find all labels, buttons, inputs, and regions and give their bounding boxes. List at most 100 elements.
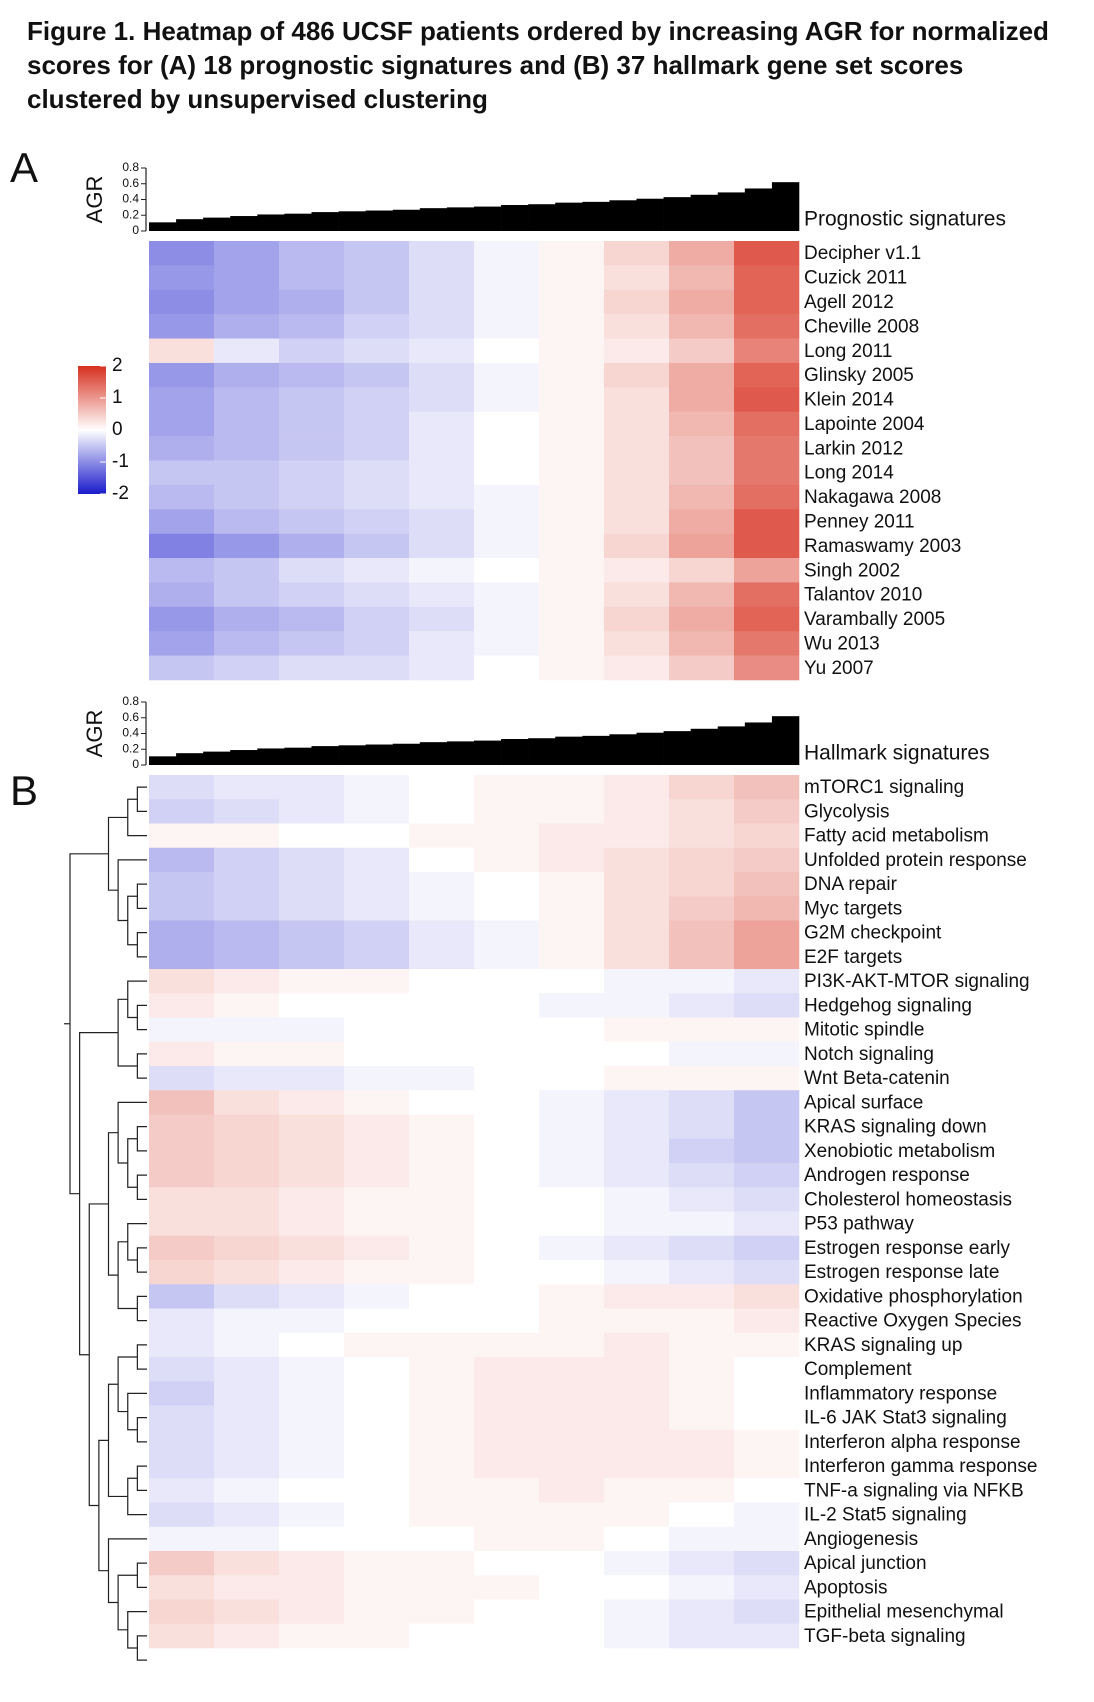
row-label: Interferon alpha response — [804, 1432, 1021, 1453]
heat-cell — [539, 799, 605, 824]
agr-bar — [528, 204, 556, 231]
heat-cell — [344, 1623, 410, 1649]
heat-cell — [149, 1308, 215, 1334]
heat-cell — [279, 1163, 345, 1188]
heat-cell — [734, 1429, 800, 1455]
heat-cell — [344, 1284, 410, 1309]
heat-cell — [149, 896, 215, 921]
heat-cell — [344, 944, 410, 970]
agr-bar — [609, 200, 637, 231]
heat-cell — [539, 436, 605, 461]
heat-cell — [604, 484, 670, 510]
agr-bar — [636, 732, 664, 765]
heat-cell — [149, 411, 215, 437]
heat-cell — [214, 460, 280, 486]
heat-cell — [409, 631, 475, 656]
panel-label: B — [10, 767, 38, 814]
heat-cell — [539, 1502, 605, 1528]
heat-cell — [279, 1235, 345, 1261]
heat-cell — [474, 1623, 540, 1649]
heat-cell — [409, 1163, 475, 1188]
heat-cell — [214, 1187, 280, 1212]
panel-heading: Prognostic signatures — [804, 208, 1006, 231]
heat-cell — [149, 993, 215, 1018]
heat-cell — [734, 1502, 800, 1528]
heat-cell — [149, 1478, 215, 1503]
heat-cell — [149, 823, 215, 849]
heat-cell — [409, 920, 475, 946]
heat-cell — [539, 1599, 605, 1625]
heat-cell — [149, 1575, 215, 1600]
heat-cell — [604, 1551, 670, 1576]
heat-cell — [604, 799, 670, 824]
heat-cell — [344, 265, 410, 291]
heat-cell — [214, 314, 280, 339]
heat-cell — [734, 1575, 800, 1600]
heat-cell — [409, 1284, 475, 1309]
row-label: Inflammatory response — [804, 1383, 997, 1404]
heat-cell — [149, 606, 215, 632]
agr-bar — [257, 748, 285, 765]
heat-cell — [474, 1163, 540, 1188]
heat-cell — [604, 1235, 670, 1261]
heat-cell — [344, 362, 410, 388]
heat-cell — [669, 944, 735, 970]
heat-cell — [214, 1284, 280, 1309]
heat-cell — [409, 799, 475, 824]
heat-cell — [279, 387, 345, 413]
heat-cell — [669, 1357, 735, 1382]
heat-cell — [409, 1526, 475, 1552]
heat-cell — [149, 338, 215, 364]
heat-cell — [279, 1138, 345, 1164]
agr-tick-label: 0.8 — [122, 694, 139, 708]
heat-cell — [214, 582, 280, 608]
heat-cell — [214, 1017, 280, 1043]
heat-cell — [604, 1381, 670, 1406]
heat-cell — [474, 1551, 540, 1576]
heat-cell — [474, 969, 540, 994]
row-label: Klein 2014 — [804, 390, 894, 411]
agr-bar — [744, 722, 773, 765]
heat-cell — [539, 1405, 605, 1431]
heat-cell — [474, 1357, 540, 1382]
heat-cell — [149, 1429, 215, 1455]
heat-cell — [669, 362, 735, 388]
heat-cell — [734, 920, 800, 946]
heat-cell — [734, 969, 800, 994]
heat-cell — [344, 1090, 410, 1115]
heat-cell — [669, 606, 735, 632]
row-label: Cheville 2008 — [804, 316, 919, 337]
heat-cell — [149, 1090, 215, 1115]
heat-cell — [344, 1163, 410, 1188]
heat-cell — [409, 775, 475, 800]
agr-bar — [636, 198, 664, 231]
heat-cell — [474, 1502, 540, 1528]
row-label: Unfolded protein response — [804, 850, 1027, 871]
heat-cell — [214, 1502, 280, 1528]
agr-axis-title: AGR — [82, 176, 107, 224]
heat-cell — [344, 1429, 410, 1455]
heat-cell — [214, 993, 280, 1018]
heat-cell — [734, 289, 800, 315]
heat-cell — [669, 314, 735, 339]
row-label: IL-2 Stat5 signaling — [804, 1505, 967, 1526]
heat-cell — [279, 1429, 345, 1455]
panel-label: A — [10, 144, 38, 191]
heat-cell — [344, 533, 410, 559]
heat-cell — [669, 265, 735, 291]
heat-cell — [409, 1405, 475, 1431]
heat-cell — [669, 1114, 735, 1140]
heat-cell — [149, 436, 215, 461]
agr-bar — [663, 197, 691, 231]
agr-bar — [338, 211, 366, 231]
heat-cell — [214, 969, 280, 994]
heat-cell — [409, 582, 475, 608]
row-label: Nakagawa 2008 — [804, 487, 941, 508]
heat-cell — [409, 289, 475, 315]
heat-cell — [734, 1332, 800, 1358]
heat-cell — [669, 1381, 735, 1406]
row-label: Hedgehog signaling — [804, 995, 972, 1016]
row-label: Interferon gamma response — [804, 1456, 1037, 1477]
heat-cell — [279, 1211, 345, 1237]
colorbar-tick-label: 2 — [112, 355, 123, 376]
